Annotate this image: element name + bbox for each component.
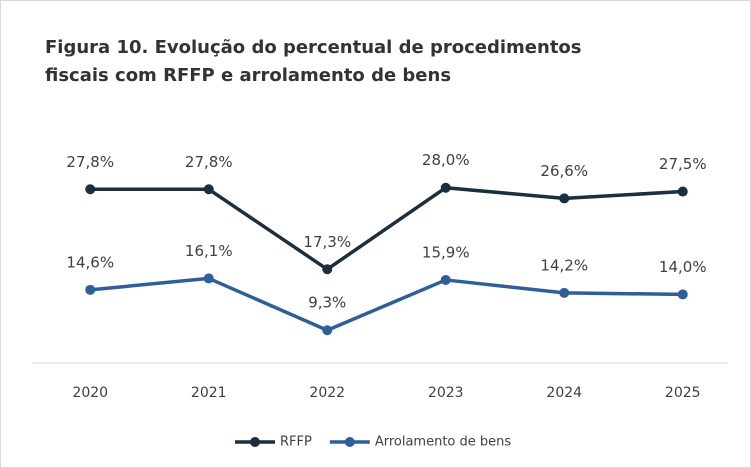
data-label: 17,3%	[303, 233, 351, 251]
point	[440, 274, 451, 285]
data-label: 27,8%	[185, 153, 233, 171]
x-tick-label: 2022	[309, 385, 345, 401]
x-tick-label: 2024	[546, 385, 582, 401]
data-label: 27,8%	[66, 153, 114, 171]
point	[559, 193, 570, 204]
x-tick-label: 2025	[665, 385, 701, 401]
point	[440, 182, 451, 193]
series-line	[90, 276, 683, 332]
x-tick-label: 2021	[191, 385, 227, 401]
series-line	[90, 185, 683, 272]
legend-label: RFFP	[280, 435, 312, 450]
x-tick-label: 2023	[428, 385, 464, 401]
data-label: 26,6%	[540, 162, 588, 180]
data-label: 14,0%	[659, 258, 707, 276]
point	[322, 264, 333, 275]
data-label: 9,3%	[308, 294, 346, 312]
legend-marker	[344, 437, 355, 447]
data-label: 28,0%	[422, 151, 470, 169]
x-tick-label: 2020	[72, 385, 108, 401]
data-label: 27,5%	[659, 155, 707, 173]
data-label: 16,1%	[185, 242, 233, 260]
point	[559, 287, 570, 298]
data-label: 14,6%	[66, 253, 114, 271]
point	[203, 273, 214, 284]
point	[677, 289, 688, 300]
point	[85, 184, 96, 195]
point	[677, 186, 688, 197]
legend-marker	[250, 437, 260, 447]
legend-label: Arrolamento de bens	[375, 435, 512, 450]
data-label: 14,2%	[540, 256, 588, 274]
data-label: 15,9%	[422, 243, 470, 261]
point	[85, 284, 96, 295]
point	[203, 184, 214, 195]
chart-title: Figura 10. Evolução do percentual de pro…	[45, 37, 582, 58]
point	[322, 325, 333, 336]
chart-subtitle: fiscais com RFFP e arrolamento de bens	[45, 65, 451, 86]
